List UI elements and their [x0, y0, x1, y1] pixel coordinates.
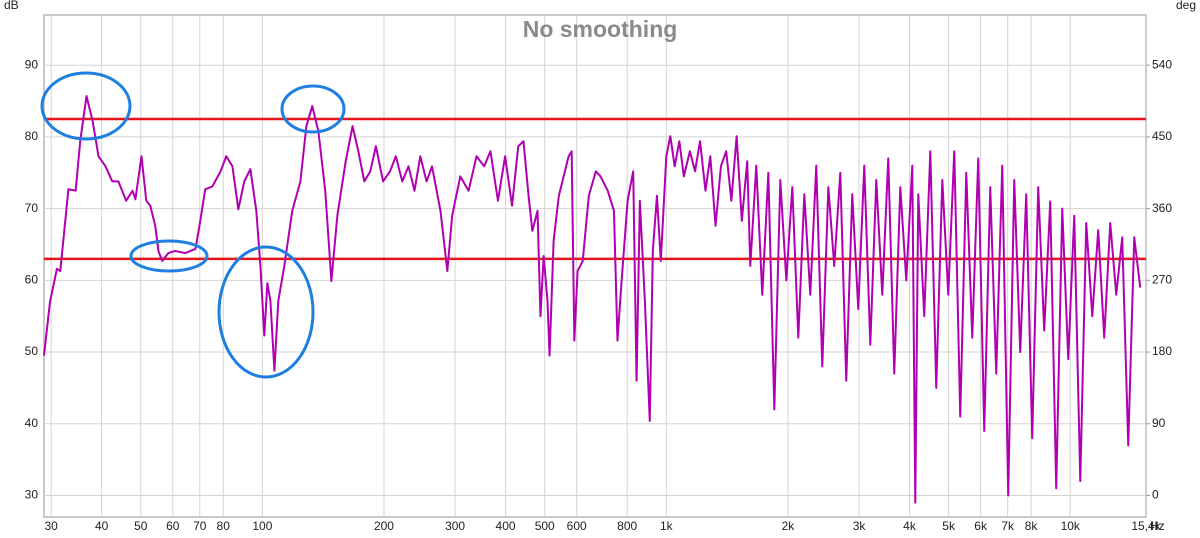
x-tick-label: 600	[567, 519, 587, 533]
y-tick-label: 30	[25, 488, 39, 502]
y2-axis-unit: deg	[1176, 0, 1196, 12]
plot-area	[43, 14, 1147, 518]
y2-tick-label: 180	[1152, 344, 1172, 358]
x-tick-label: 30	[44, 519, 58, 533]
y-tick-label: 50	[25, 344, 39, 358]
annotation-ellipse	[129, 239, 209, 273]
x-tick-label: 10k	[1061, 519, 1081, 533]
x-tick-label: 60	[166, 519, 180, 533]
y2-tick-label: 90	[1152, 416, 1166, 430]
x-tick-label: 2k	[782, 519, 796, 533]
y2-tick-label: 270	[1152, 273, 1172, 287]
y2-tick-label: 540	[1152, 57, 1172, 71]
x-tick-label: 300	[445, 519, 465, 533]
x-tick-label: 5k	[942, 519, 956, 533]
y2-tick-label: 360	[1152, 201, 1172, 215]
x-tick-label: 6k	[974, 519, 988, 533]
x-tick-label: 4k	[903, 519, 917, 533]
y-axis-unit: dB	[4, 0, 19, 12]
annotation-ellipse	[280, 84, 346, 134]
x-tick-label: 7k	[1001, 519, 1015, 533]
y-tick-label: 70	[25, 201, 39, 215]
y-tick-label: 90	[25, 57, 39, 71]
x-tick-label: 80	[217, 519, 231, 533]
x-tick-label: 200	[374, 519, 394, 533]
x-tick-label: 8k	[1025, 519, 1039, 533]
x-tick-label: 70	[193, 519, 207, 533]
annotation-ellipse	[40, 71, 132, 141]
y-tick-label: 40	[25, 416, 39, 430]
data-layer	[43, 95, 1146, 504]
annotation-ellipse	[217, 245, 315, 379]
chart-title: No smoothing	[523, 16, 678, 42]
y2-tick-label: 0	[1152, 488, 1159, 502]
x-tick-label: 100	[252, 519, 272, 533]
y-tick-label: 60	[25, 273, 39, 287]
x-tick-label: 800	[617, 519, 637, 533]
x-tick-label: 400	[496, 519, 516, 533]
y-tick-label: 80	[25, 129, 39, 143]
response-line	[43, 95, 1142, 504]
x-tick-label: 40	[95, 519, 109, 533]
x-tick-label: 15,4k	[1131, 519, 1161, 533]
y2-tick-label: 450	[1152, 129, 1172, 143]
x-axis-unit: Hz	[1150, 519, 1165, 533]
x-tick-label: 1k	[660, 519, 674, 533]
x-tick-label: 500	[535, 519, 555, 533]
annotation-ellipses	[40, 71, 346, 379]
x-tick-label: 3k	[853, 519, 867, 533]
x-tick-label: 50	[134, 519, 148, 533]
